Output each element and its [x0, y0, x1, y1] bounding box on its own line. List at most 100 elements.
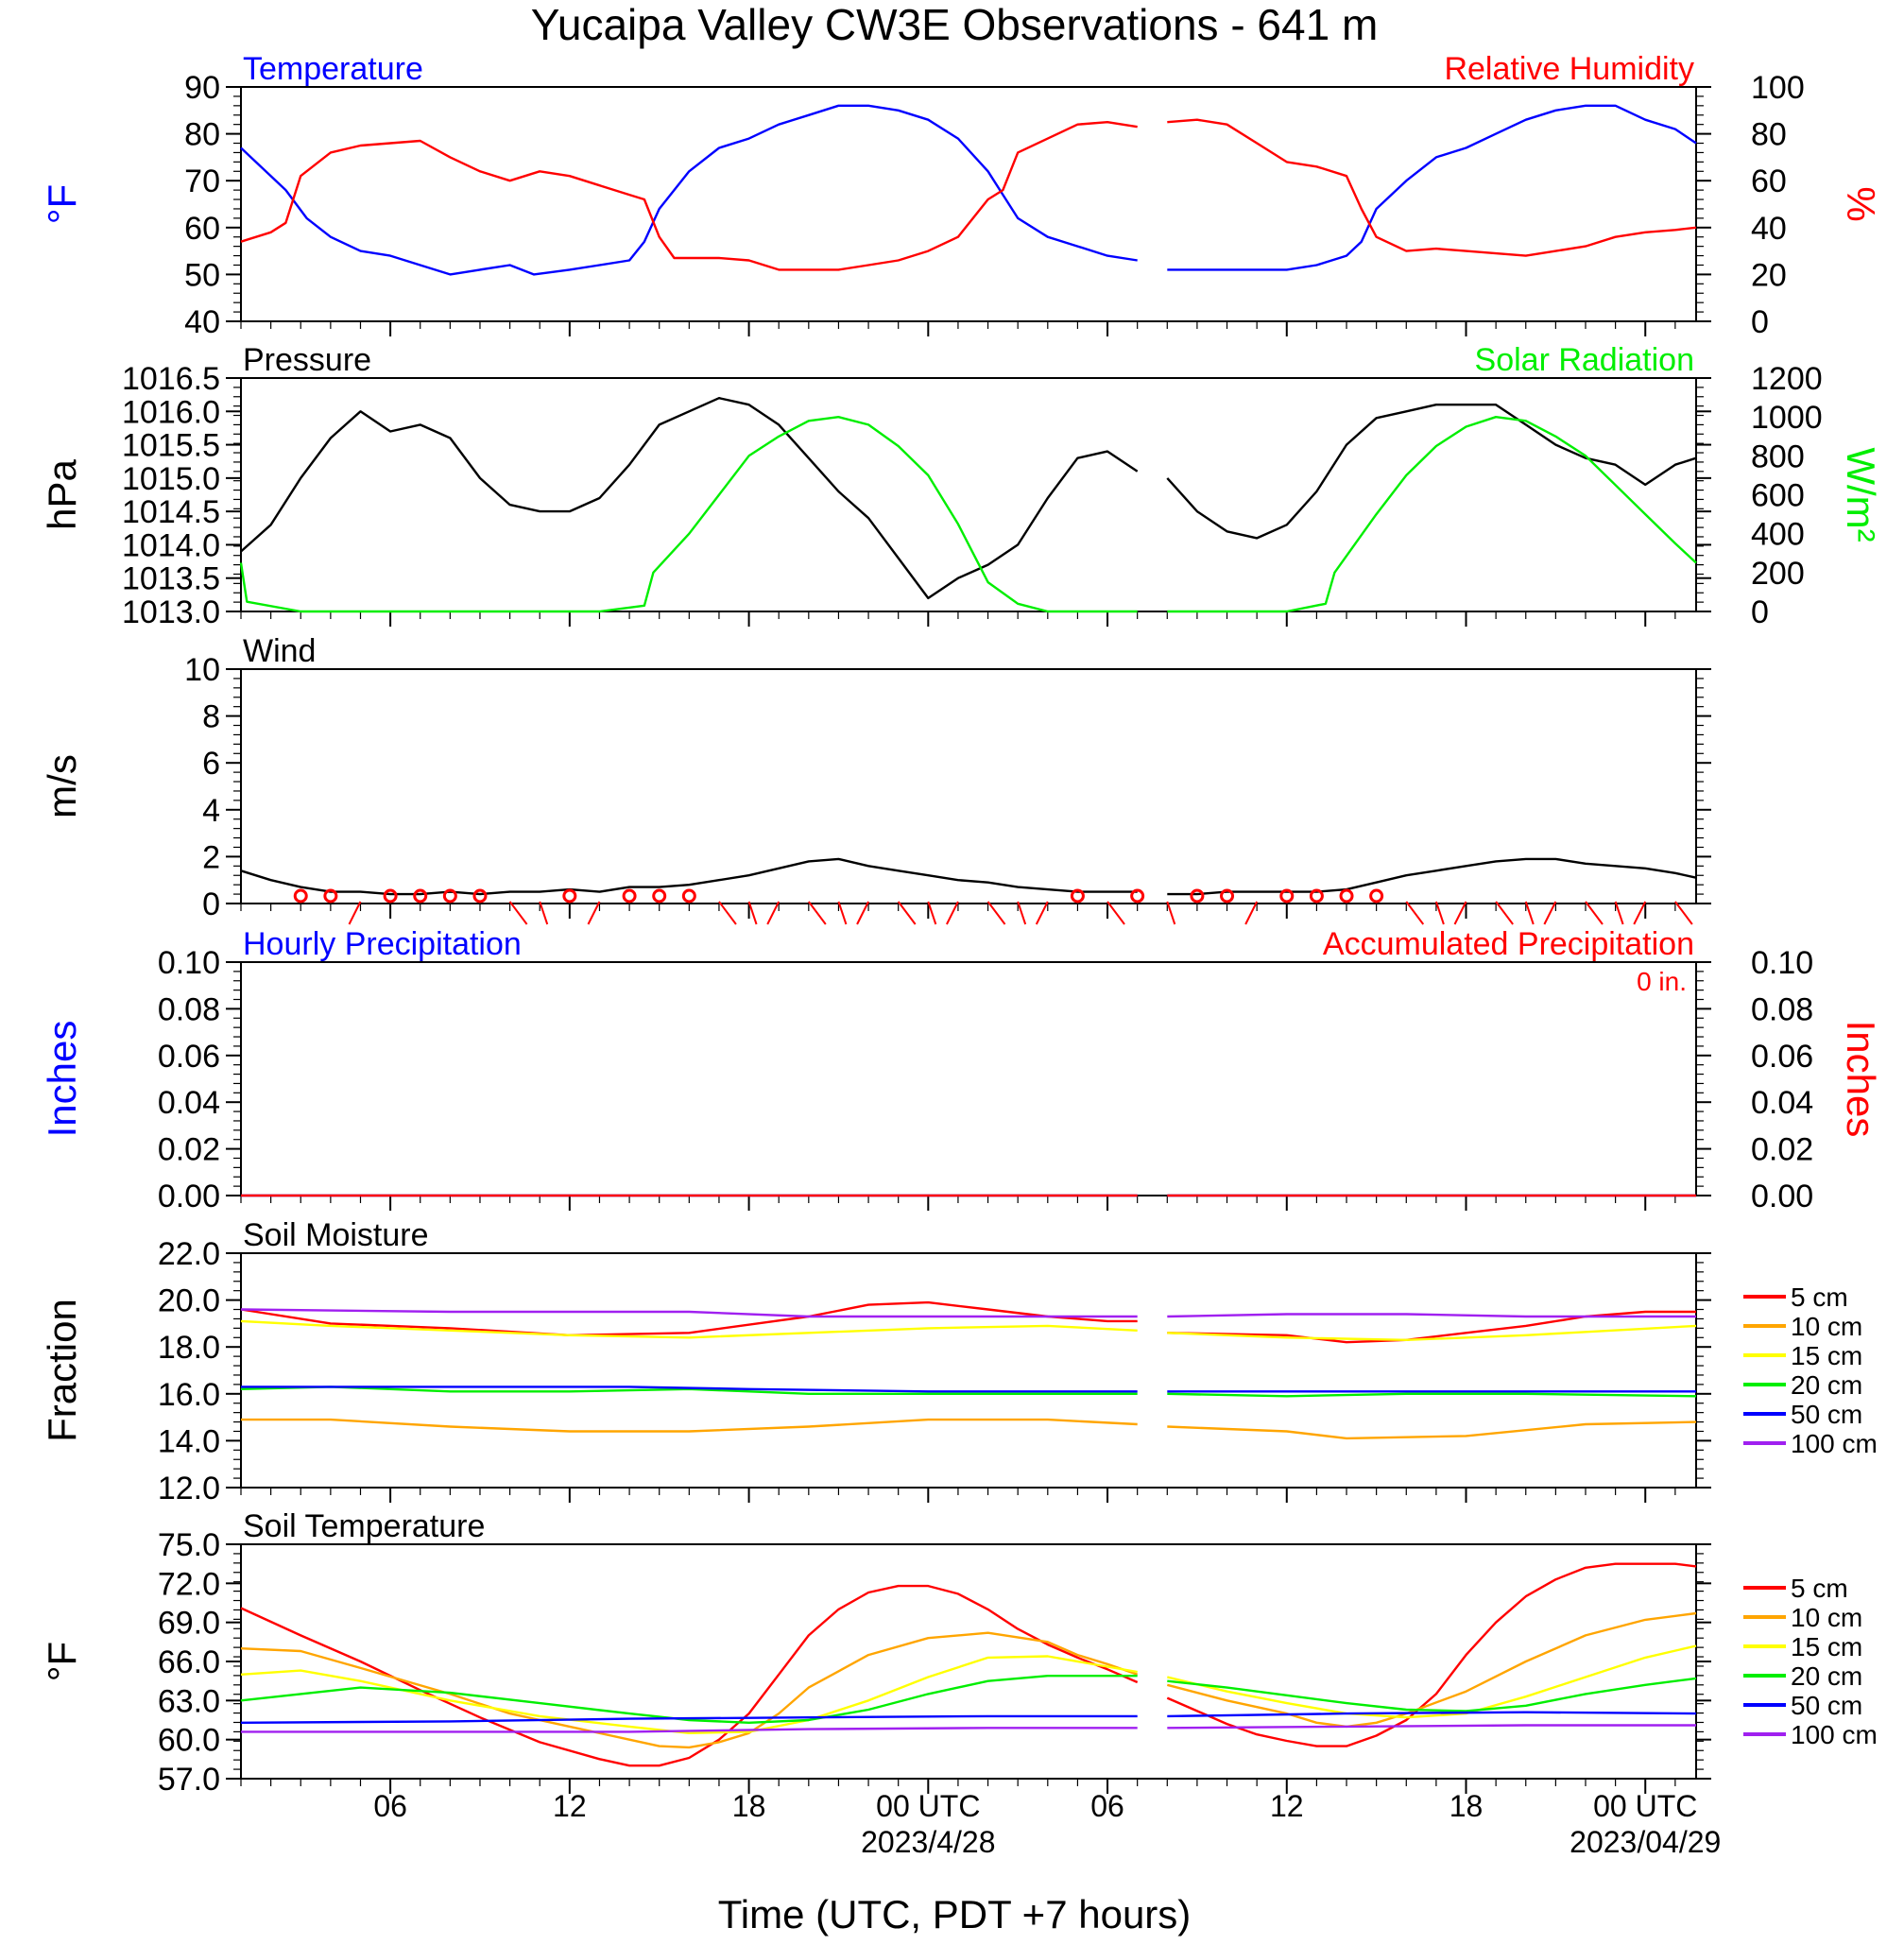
wind-calm-marker [1130, 888, 1145, 904]
y2-tick-label: 400 [1751, 517, 1805, 553]
wind-calm-marker [323, 888, 338, 904]
y2-axis-label: Inches [1839, 1021, 1883, 1138]
series-line-15-cm [240, 1319, 1697, 1341]
wind-barb [1106, 901, 1125, 925]
series-line-relative-humidity [240, 118, 1697, 271]
wind-calm-marker [293, 888, 308, 904]
y2-tick-label: 600 [1751, 478, 1805, 514]
wind-barb [766, 901, 780, 925]
y2-tick-label: 0 [1751, 304, 1769, 340]
y-axis-label: °F [40, 1642, 84, 1681]
wind-barb [1633, 901, 1647, 925]
y2-tick-label: 0.02 [1751, 1132, 1813, 1168]
panel-label: Soil Moisture [243, 1217, 429, 1253]
y2-tick-label: 80 [1751, 117, 1787, 153]
wind-barb [508, 901, 528, 925]
panel-precip: 0.10 0.08 0.06 0.04 0.02 0.00 0.10 0.08 0.06 0.04… [40, 926, 1883, 1214]
x-tick-label: 18 [732, 1789, 766, 1823]
wind-barb [1434, 901, 1445, 925]
y-tick-label: 0 [202, 886, 220, 922]
y-tick-label: 8 [202, 699, 220, 735]
y-tick-label: 1013.5 [122, 561, 220, 597]
series-line-10-cm [241, 1418, 1697, 1440]
y-tick-label: 60.0 [158, 1723, 220, 1759]
wind-barb [856, 901, 869, 925]
wind-calm-marker [472, 888, 488, 904]
wind-barb [718, 901, 737, 925]
x-date-label: 2023/4/28 [861, 1825, 995, 1859]
wind-barb [747, 901, 758, 925]
panel-label: Pressure [243, 342, 371, 378]
y-tick-label: 0.06 [158, 1039, 220, 1075]
panel-frame [240, 1543, 1697, 1780]
wind-barb [897, 901, 917, 925]
x-axis-label: Time (UTC, PDT +7 hours) [718, 1892, 1192, 1936]
y2-tick-label: 800 [1751, 439, 1805, 474]
legend-entry: 5 cm [1791, 1574, 1848, 1603]
y-tick-label: 69.0 [158, 1606, 220, 1642]
y-tick-label: 0.02 [158, 1132, 220, 1168]
y-tick-label: 90 [184, 70, 220, 106]
wind-calm-marker [562, 888, 577, 904]
y-axis-label: Inches [40, 1021, 84, 1138]
wind-barb [539, 901, 549, 925]
y2-tick-label: 1200 [1751, 361, 1823, 397]
series-line-solar-radiation [239, 416, 1697, 613]
y-tick-label: 12.0 [158, 1471, 220, 1506]
panel-pressure-solar: 1016.51016.01015.51015.01014.51014.01013… [40, 342, 1883, 630]
panel-label: Solar Radiation [1475, 342, 1694, 378]
wind-barb [986, 901, 1006, 925]
series-line-20-cm [240, 1675, 1697, 1724]
wind-barb [348, 901, 362, 925]
wind-calm-marker [1309, 888, 1324, 904]
y-tick-label: 20.0 [158, 1283, 220, 1319]
x-tick-label: 06 [1090, 1789, 1124, 1823]
y-tick-label: 66.0 [158, 1644, 220, 1680]
x-tick-label: 12 [1270, 1789, 1304, 1823]
y-tick-label: 75.0 [158, 1527, 220, 1563]
y-tick-label: 0.10 [158, 945, 220, 981]
series-line-20-cm [240, 1386, 1697, 1398]
panel-soil-moisture: 22.0 20.0 18.0 16.0 14.0 12.0 Soil Moisture Fra… [40, 1217, 1878, 1506]
y-tick-label: 50 [184, 257, 220, 293]
panel-soil-temp: 75.072.0 69.066.063.0 60.057.0 Soil Tempera… [40, 1508, 1878, 1798]
y2-tick-label: 40 [1751, 211, 1787, 247]
wind-calm-marker [1220, 888, 1235, 904]
wind-calm-marker [652, 888, 667, 904]
x-tick-label: 00 UTC [876, 1789, 980, 1823]
wind-barb [1405, 901, 1425, 925]
series-line-50-cm [240, 1711, 1697, 1724]
panel-label: Temperature [243, 51, 423, 87]
panel-label: Soil Temperature [243, 1508, 485, 1544]
y2-tick-label: 200 [1751, 556, 1805, 592]
panel-label: Hourly Precipitation [243, 926, 522, 962]
wind-barb [946, 901, 959, 925]
y2-tick-label: 0.06 [1751, 1039, 1813, 1075]
y-axis-label: m/s [40, 754, 84, 818]
y2-tick-label: 100 [1751, 70, 1805, 106]
panel-frame [240, 668, 1697, 904]
panel-frame [240, 377, 1697, 612]
y2-tick-label: 20 [1751, 257, 1787, 293]
y-tick-label: 1015.5 [122, 428, 220, 464]
y-tick-label: 4 [202, 793, 220, 829]
series-line-temperature [240, 104, 1697, 276]
y-tick-label: 10 [184, 652, 220, 688]
series-line-pressure [240, 397, 1697, 600]
x-date-label: 2023/04/29 [1570, 1825, 1721, 1859]
panel-label: Relative Humidity [1444, 51, 1694, 87]
legend-entry: 15 cm [1791, 1341, 1862, 1370]
panel-label: Accumulated Precipitation [1323, 926, 1694, 962]
y-tick-label: 63.0 [158, 1683, 220, 1719]
legend-entry: 10 cm [1791, 1603, 1862, 1632]
y-tick-label: 0.00 [158, 1179, 220, 1214]
x-tick-label: 00 UTC [1593, 1789, 1697, 1823]
legend-entry: 20 cm [1791, 1661, 1862, 1691]
wind-barb [1524, 901, 1535, 925]
panel-frame [240, 1252, 1697, 1489]
wind-barb [837, 901, 848, 925]
wind-barb [808, 901, 827, 925]
wind-barb [1674, 901, 1693, 925]
